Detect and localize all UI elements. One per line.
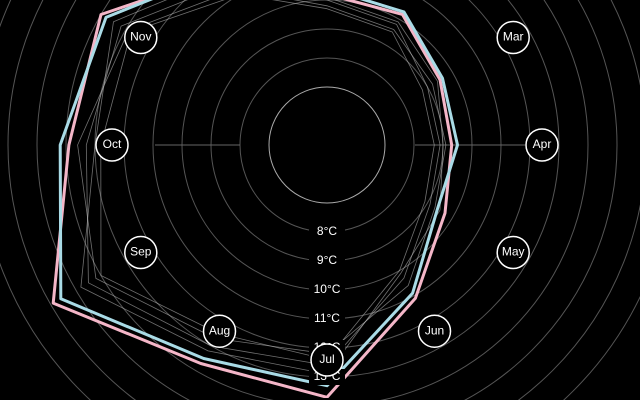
inner-circle — [268, 86, 386, 204]
series-line — [58, 0, 459, 388]
r-tick-label: 9°C — [317, 253, 337, 267]
month-badge — [310, 343, 344, 377]
r-tick-label: 8°C — [317, 224, 337, 238]
month-label: Mar — [503, 30, 524, 44]
r-tick-label: 14°C — [314, 398, 341, 400]
month-badge — [417, 314, 452, 348]
month-badge — [202, 314, 237, 348]
grid-ring — [36, 0, 618, 400]
tick-label-bg — [309, 311, 345, 327]
r-tick-label: 11°C — [314, 311, 340, 325]
grid-ring — [65, 0, 589, 400]
month-badge — [496, 235, 530, 270]
month-badge — [124, 20, 158, 55]
labels: 8°C9°C10°C11°C12°C13°C14°C15°C16°C17°CMa… — [95, 20, 559, 400]
month-label: Jun — [425, 323, 444, 337]
r-tick-label: 10°C — [314, 282, 341, 296]
month-label: May — [502, 245, 525, 259]
month-badge — [525, 128, 559, 162]
series-line — [51, 0, 454, 399]
month-badge — [496, 20, 530, 55]
month-label: Oct — [103, 137, 122, 151]
month-badge — [124, 235, 158, 270]
month-label: Nov — [130, 30, 151, 44]
month-label: Apr — [533, 137, 552, 151]
month-badge — [95, 128, 129, 162]
grid-ring — [7, 0, 640, 400]
tick-label-bg — [309, 398, 345, 400]
month-label: Aug — [209, 323, 230, 337]
month-label: Jul — [319, 352, 334, 366]
tick-label-bg — [309, 224, 345, 240]
tick-label-bg — [309, 282, 345, 298]
tick-label-bg — [309, 253, 345, 269]
month-label: Sep — [130, 245, 152, 259]
